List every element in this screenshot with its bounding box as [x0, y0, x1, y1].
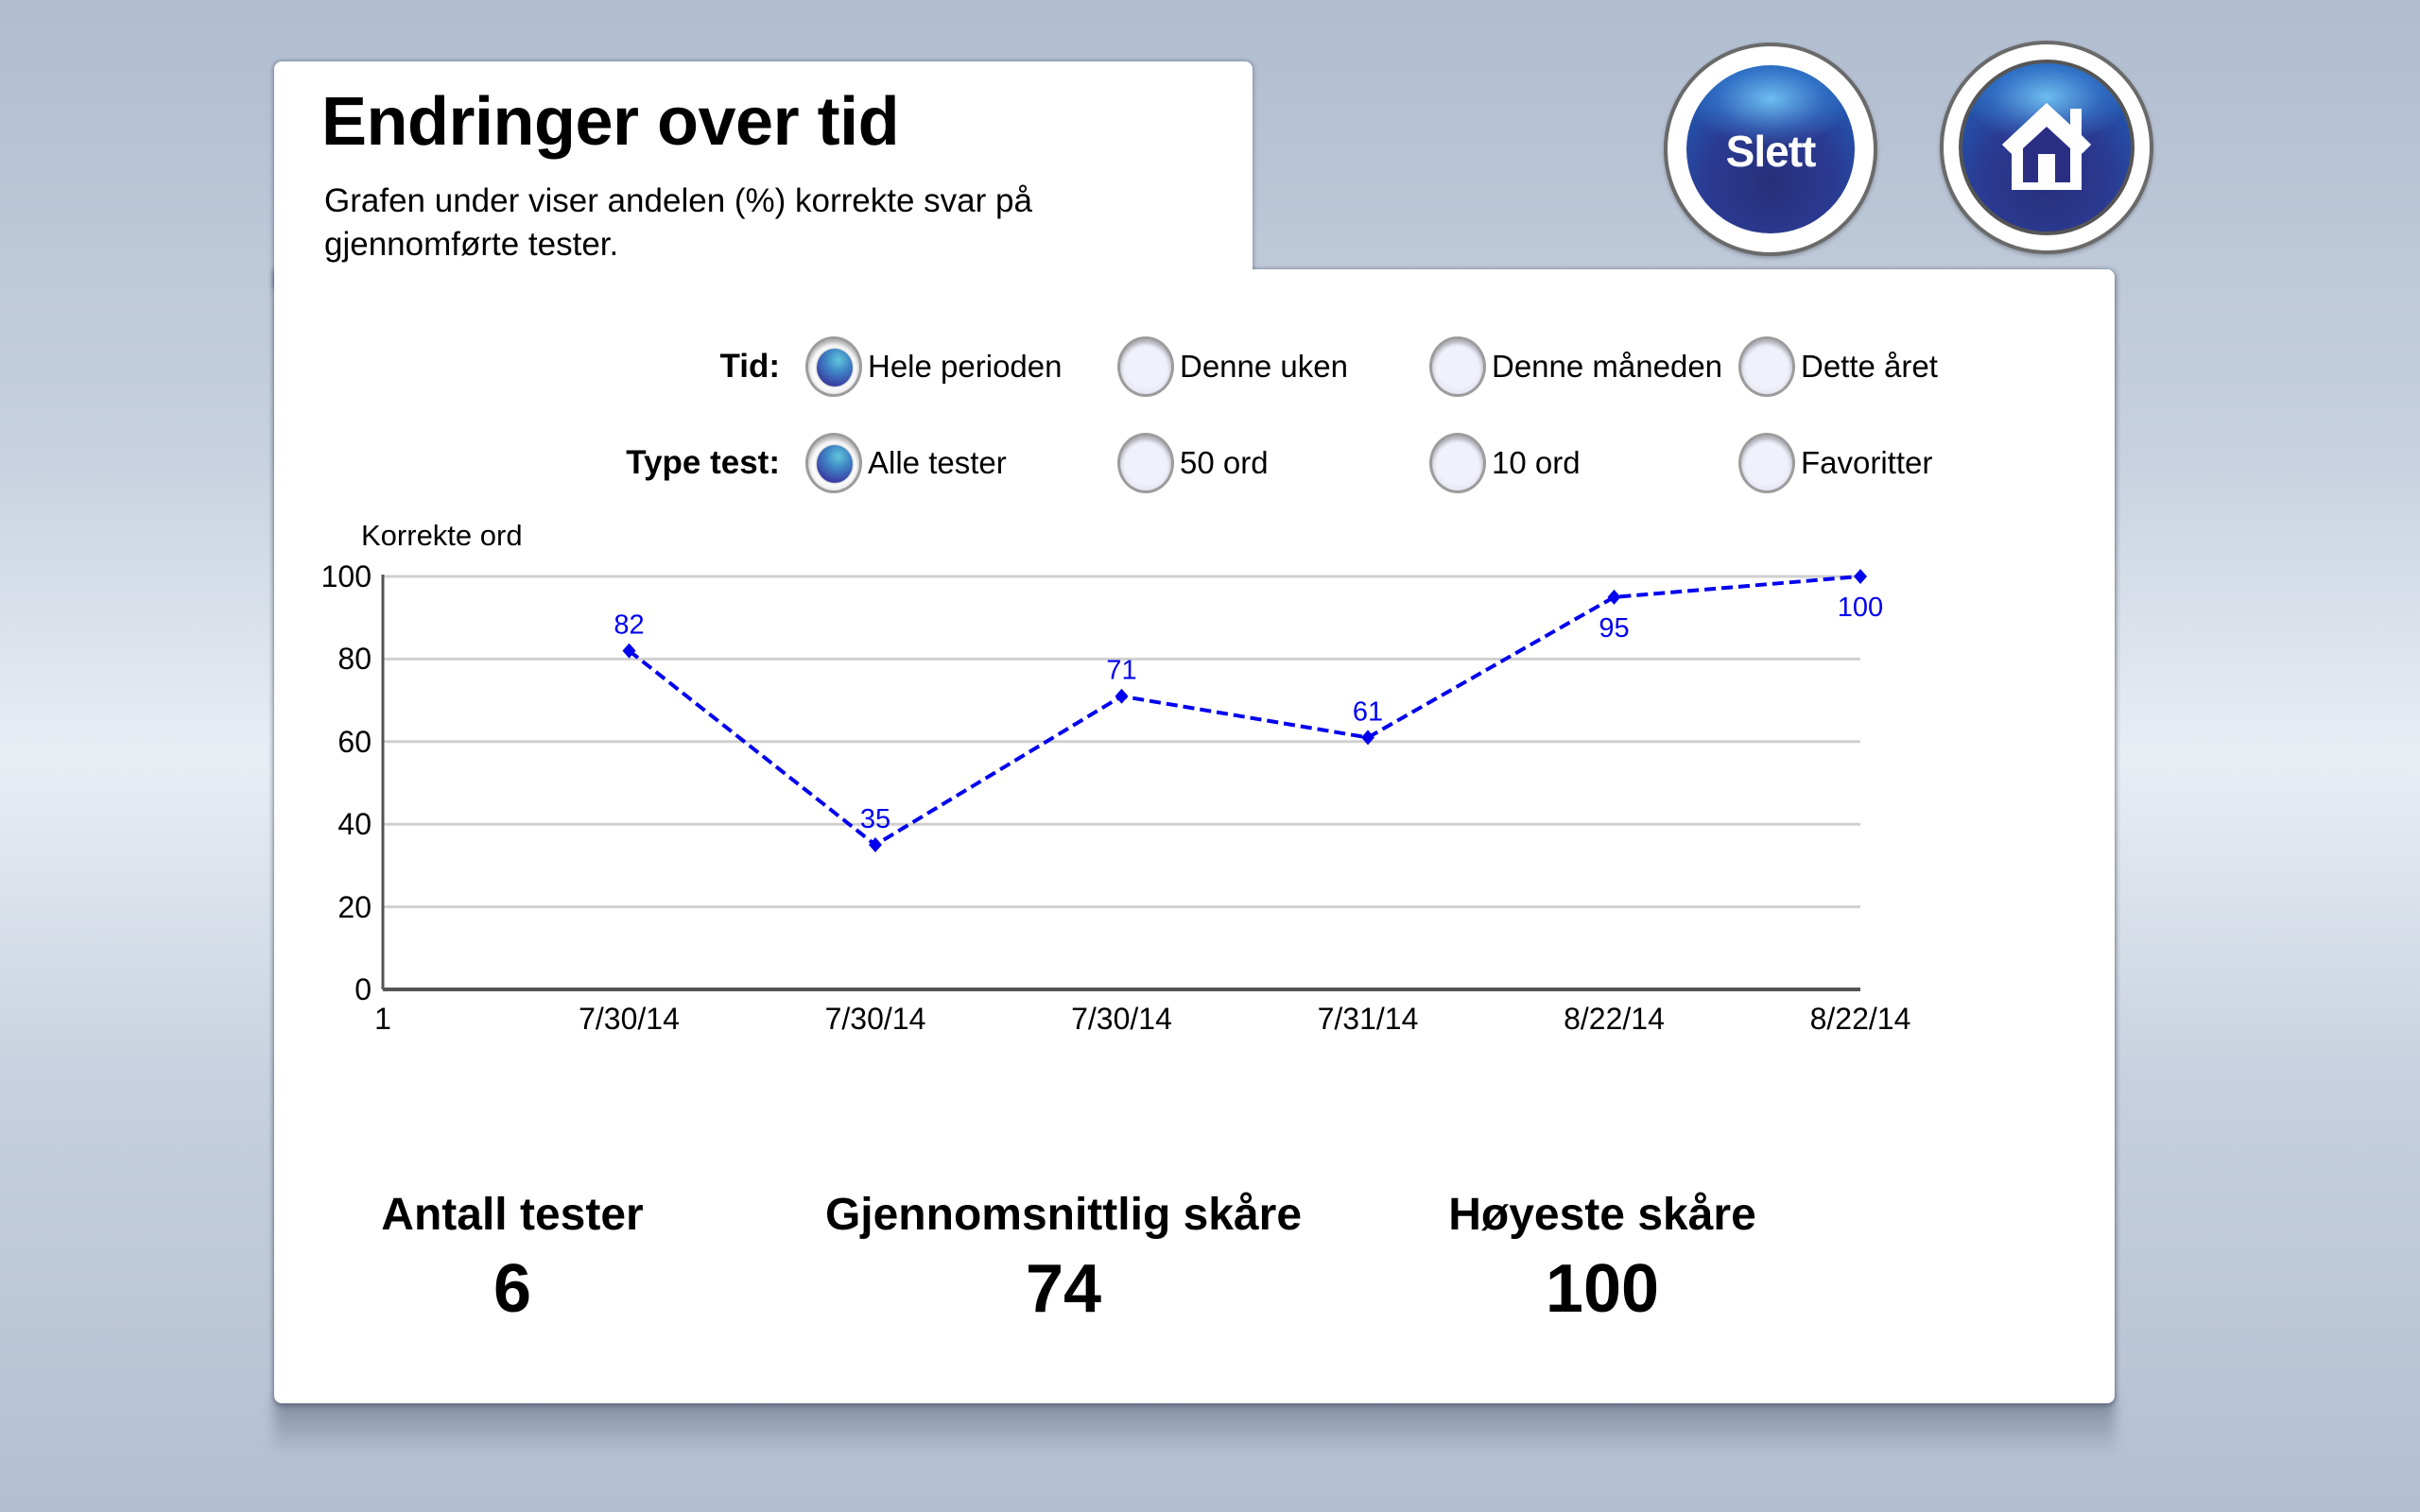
radio-label: 50 ord	[1180, 445, 1269, 480]
stat-highest-score: Høyeste skåre 100	[1448, 1189, 1756, 1328]
home-button[interactable]	[1940, 41, 2153, 254]
radio-label: Dette året	[1801, 349, 1938, 384]
radio-type-favorites[interactable]: Favoritter	[1738, 433, 1933, 493]
stat-value: 100	[1545, 1251, 1660, 1327]
radio-unchecked-icon[interactable]	[1117, 433, 1174, 493]
delete-button-orb: Slett	[1686, 65, 1855, 233]
time-filter-group: Tid: Hele perioden Denne uken Denne måne…	[0, 336, 2420, 397]
stat-value: 6	[493, 1251, 532, 1327]
radio-unchecked-icon[interactable]	[1429, 433, 1486, 493]
stat-label: Høyeste skåre	[1448, 1190, 1756, 1240]
stat-average-score: Gjennomsnittlig skåre 74	[825, 1189, 1302, 1328]
radio-unchecked-icon[interactable]	[1429, 336, 1486, 397]
radio-unchecked-icon[interactable]	[1738, 433, 1795, 493]
stat-label: Gjennomsnittlig skåre	[824, 1190, 1303, 1240]
radio-label: Denne måneden	[1492, 349, 1723, 384]
radio-type-all-tests[interactable]: Alle tester	[805, 433, 1007, 493]
radio-type-50-words[interactable]: 50 ord	[1117, 433, 1269, 493]
radio-time-this-month[interactable]: Denne måneden	[1429, 336, 1723, 397]
radio-unchecked-icon[interactable]	[1117, 336, 1174, 397]
home-icon	[2002, 103, 2091, 190]
header-panel	[274, 61, 1253, 288]
stat-label: Antall tester	[381, 1190, 644, 1240]
radio-time-this-week[interactable]: Denne uken	[1117, 336, 1348, 397]
delete-button-label: Slett	[1725, 127, 1817, 176]
stat-value: 74	[1025, 1251, 1102, 1327]
test-type-filter-label: Type test:	[626, 444, 780, 481]
delete-button[interactable]: Slett	[1664, 43, 1877, 256]
card-shadow	[274, 1399, 2115, 1455]
radio-time-this-year[interactable]: Dette året	[1738, 336, 1938, 397]
radio-time-whole-period[interactable]: Hele perioden	[805, 336, 1063, 397]
radio-unchecked-icon[interactable]	[1738, 336, 1795, 397]
time-filter-label: Tid:	[719, 348, 780, 385]
radio-label: Alle tester	[868, 445, 1007, 480]
header-panel-join	[274, 255, 1253, 293]
radio-label: Denne uken	[1180, 349, 1348, 384]
radio-checked-icon[interactable]	[805, 336, 862, 397]
page-subtitle: Grafen under viser andelen (%) korrekte …	[324, 182, 1032, 263]
radio-label: 10 ord	[1492, 445, 1581, 480]
stat-test-count: Antall tester 6	[381, 1189, 643, 1328]
radio-label: Hele perioden	[868, 349, 1063, 384]
test-type-filter-group: Type test: Alle tester 50 ord 10 ord Fav…	[0, 433, 2420, 493]
home-button-orb	[1959, 60, 2135, 235]
radio-type-10-words[interactable]: 10 ord	[1429, 433, 1581, 493]
page-title: Endringer over tid	[321, 84, 900, 160]
radio-checked-icon[interactable]	[805, 433, 862, 493]
radio-label: Favoritter	[1801, 445, 1933, 480]
